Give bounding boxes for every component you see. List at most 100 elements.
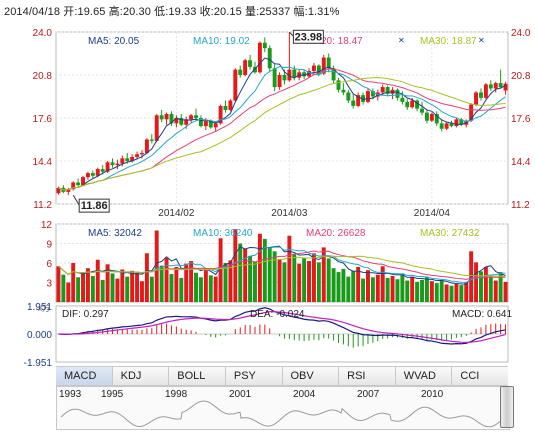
volume-bar <box>292 254 297 302</box>
candle-body <box>223 105 228 110</box>
candle-body <box>105 162 110 172</box>
volume-bar <box>395 279 400 302</box>
volume-bar <box>410 276 415 302</box>
volume-bar <box>321 247 326 302</box>
volume-bar <box>189 261 194 302</box>
price-ma5-line <box>58 57 506 191</box>
candle-body <box>90 173 95 176</box>
low-value: 19.33 <box>168 6 197 18</box>
candle-body <box>203 120 208 127</box>
candle-body <box>130 156 135 161</box>
volume-bar <box>415 281 420 302</box>
volume-tick: 12 <box>41 220 53 231</box>
price-tick-right: 17.6 <box>511 114 531 125</box>
candle-body <box>302 72 307 77</box>
candle-body <box>380 87 385 93</box>
price-tick-left: 20.8 <box>33 71 53 82</box>
candle-body <box>341 89 346 93</box>
volume-bar <box>179 277 184 302</box>
volume-bar <box>326 258 331 302</box>
timeline-year-1993: 1993 <box>59 389 82 400</box>
candle-body <box>449 123 454 127</box>
tab-kdj[interactable]: KDJ <box>113 367 170 385</box>
candle-body <box>424 112 429 121</box>
volume-bar <box>405 280 410 302</box>
volume-bar <box>420 279 424 302</box>
volume-bar <box>71 263 76 302</box>
volume-bar <box>159 265 164 302</box>
volume-bar <box>213 276 218 302</box>
timeline-navigator[interactable]: 1993 1995 1998 2001 2004 2007 2010 <box>56 386 510 430</box>
volume-bar <box>346 276 351 302</box>
volume-bar <box>120 269 125 302</box>
volume-bar <box>61 274 66 302</box>
timeline-year-1995: 1995 <box>101 389 124 400</box>
volume-bar <box>169 274 174 302</box>
volume-bar <box>140 281 144 302</box>
volume-bar <box>85 268 90 302</box>
volume-bar <box>351 270 356 302</box>
volume-unit: x万 <box>38 304 50 313</box>
volume-bar <box>184 263 189 302</box>
candle-body <box>395 89 400 98</box>
volume-bar <box>498 272 503 302</box>
tab-boll[interactable]: BOLL <box>169 367 226 385</box>
macd-tick: 0.000 <box>27 330 52 341</box>
volume-bar <box>130 270 135 302</box>
volume-bar <box>56 266 61 302</box>
volume-bar <box>439 280 444 302</box>
volume-bar <box>95 259 100 302</box>
volume-bar <box>144 253 149 302</box>
volume-bar <box>248 255 253 302</box>
volume-bar <box>454 283 459 302</box>
volume-bar <box>115 278 120 302</box>
event-marker-icon: ✕ <box>398 36 405 45</box>
candle-body <box>66 189 71 192</box>
candle-body <box>164 113 169 120</box>
volume-legend-ma30: MA30: 27432 <box>420 228 480 239</box>
volume-tick: 6 <box>46 259 52 270</box>
price-tick-left: 14.4 <box>33 157 53 168</box>
candle-body <box>144 139 149 153</box>
macd-dif-line <box>58 307 506 345</box>
timeline-scroll-handle[interactable] <box>500 386 514 428</box>
price-xtick: 2014/02 <box>158 208 195 219</box>
volume-bar <box>277 259 282 302</box>
volume-bar <box>233 229 238 302</box>
volume-ma30-line <box>58 255 506 278</box>
candle-body <box>429 113 434 121</box>
candle-body <box>405 101 410 108</box>
volume-bar <box>488 276 493 302</box>
candle-body <box>351 100 356 106</box>
candle-body <box>125 158 130 161</box>
tab-psy[interactable]: PSY <box>226 367 283 385</box>
close-label: 收: <box>199 6 214 18</box>
candle-body <box>71 182 76 190</box>
candle-body <box>194 115 198 118</box>
candle-body <box>385 87 390 94</box>
tab-macd[interactable]: MACD <box>56 367 113 385</box>
candle-body <box>159 115 164 120</box>
candle-body <box>415 100 420 109</box>
volume-tick: 9 <box>46 240 52 251</box>
macd-tick: -1.951 <box>24 358 53 369</box>
candle-body <box>400 97 405 102</box>
candle-body <box>149 139 154 141</box>
candle-body <box>493 83 498 89</box>
volume-bar <box>194 272 198 302</box>
tab-rsi[interactable]: RSI <box>339 367 396 385</box>
volume-bar <box>390 276 395 302</box>
candle-body <box>56 187 61 194</box>
price-tick-right: 14.4 <box>511 157 531 168</box>
tab-cci[interactable]: CCI <box>460 370 480 382</box>
tab-wvad[interactable]: WVAD <box>396 367 453 385</box>
candle-body <box>361 95 366 102</box>
timeline-year-2001: 2001 <box>229 389 252 400</box>
annotation-box <box>292 29 324 44</box>
tab-obv[interactable]: OBV <box>283 367 340 385</box>
annotation-max: 23.98 <box>295 31 323 43</box>
volume-bar <box>424 277 429 302</box>
volume-bar <box>302 257 307 302</box>
price-ma30-line <box>58 76 506 191</box>
